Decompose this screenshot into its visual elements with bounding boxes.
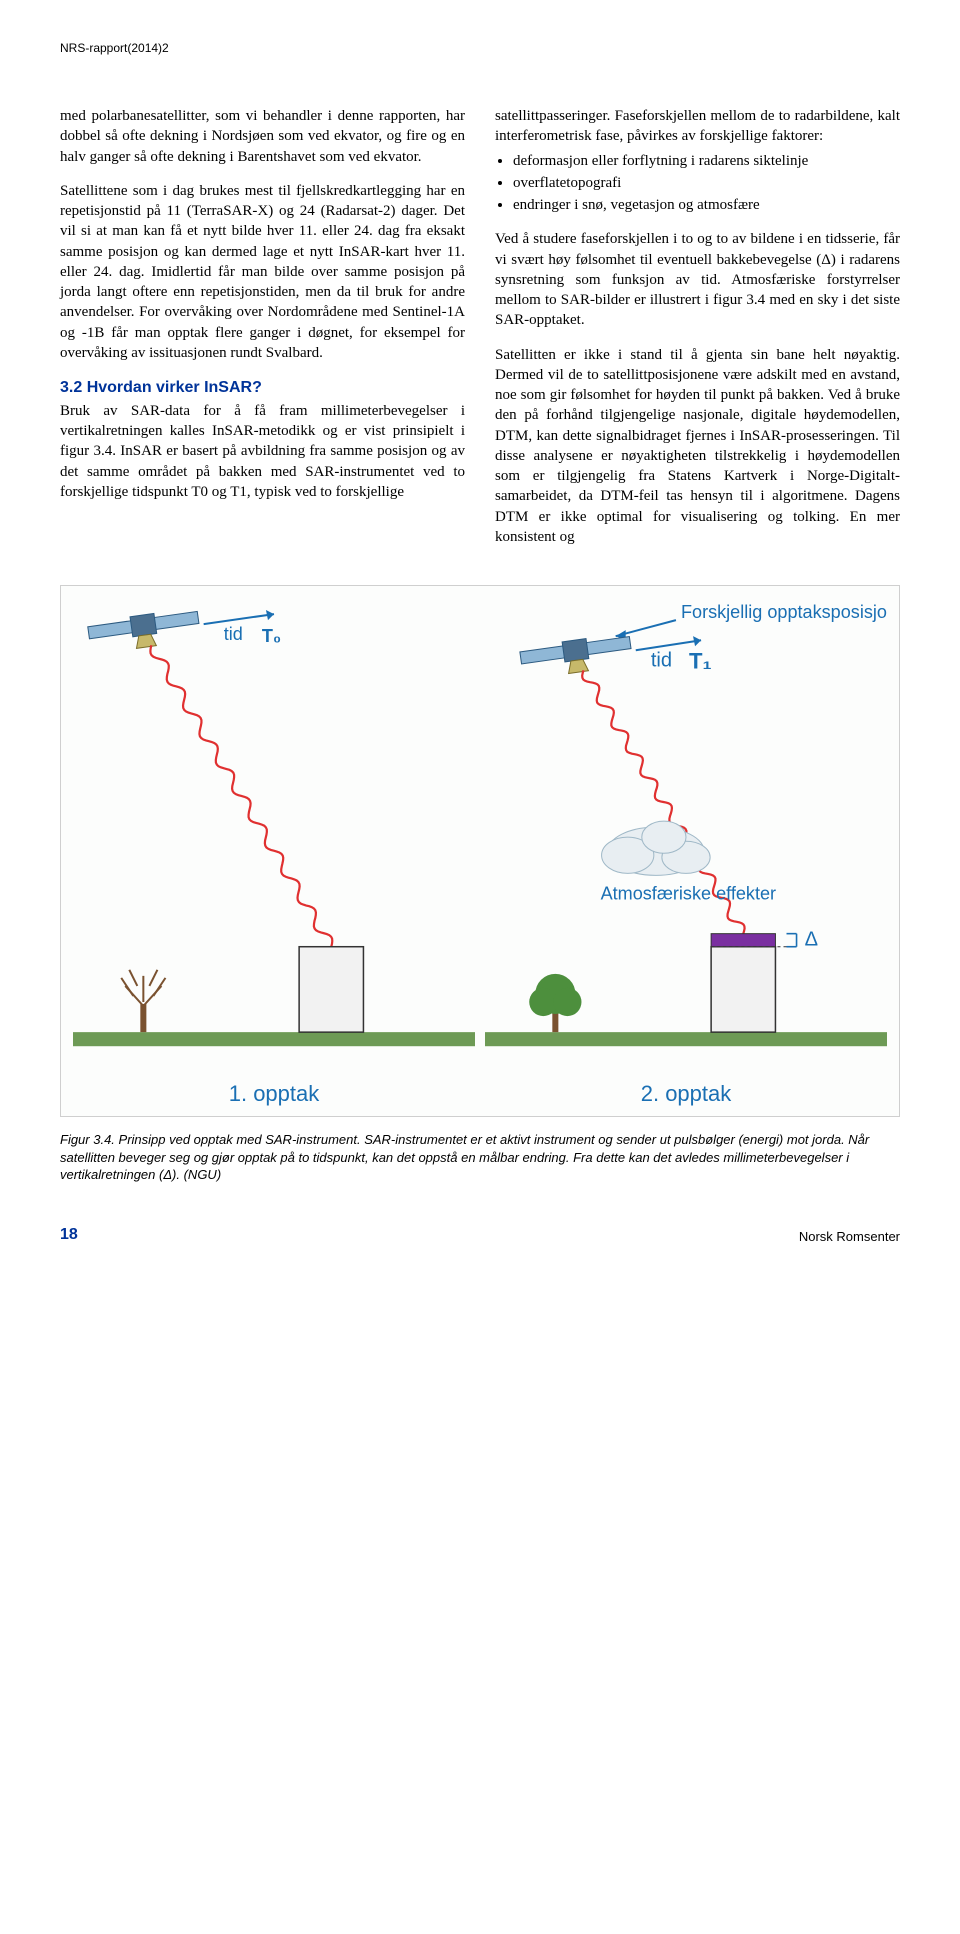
figure-panel-2: Forskjellig opptaksposisjon tid	[485, 600, 887, 1108]
report-header: NRS-rapport(2014)2	[60, 40, 900, 56]
figure-caption: Figur 3.4. Prinsipp ved opptak med SAR-i…	[60, 1131, 900, 1184]
list-item: overflatetopografi	[513, 173, 900, 193]
annot-atmos: Atmosfæriske effekter	[601, 884, 777, 904]
left-p2: Satellittene som i dag brukes mest til f…	[60, 181, 465, 363]
annot-forskjellig: Forskjellig opptaksposisjon	[681, 602, 887, 622]
panel1-label: 1. opptak	[73, 1079, 475, 1109]
left-column: med polarbanesatellitter, som vi behandl…	[60, 106, 465, 561]
annot-t0: T₀	[262, 626, 281, 646]
figure-panel-1: tid T₀	[73, 600, 475, 1108]
annot-tid2: tid	[651, 650, 672, 672]
page-number: 18	[60, 1224, 78, 1246]
annot-delta: Δ	[805, 929, 818, 951]
figure-3-4: tid T₀	[60, 585, 900, 1117]
page-footer: 18 Norsk Romsenter	[60, 1224, 900, 1246]
list-item: endringer i snø, vegetasjon og atmosfære	[513, 195, 900, 215]
annot-t1: T₁	[689, 649, 712, 674]
list-item: deformasjon eller forflytning i radarens…	[513, 151, 900, 171]
panel2-label: 2. opptak	[485, 1079, 887, 1109]
factor-list: deformasjon eller forflytning i radarens…	[495, 151, 900, 216]
left-p3: Bruk av SAR-data for å få fram millimete…	[60, 401, 465, 502]
body-columns: med polarbanesatellitter, som vi behandl…	[60, 106, 900, 561]
right-p1: satellittpasseringer. Faseforskjellen me…	[495, 106, 900, 147]
panel1-svg: tid T₀	[73, 600, 475, 1072]
right-p3: Satellitten er ikke i stand til å gjenta…	[495, 345, 900, 548]
publisher: Norsk Romsenter	[799, 1228, 900, 1246]
left-p1: med polarbanesatellitter, som vi behandl…	[60, 106, 465, 167]
section-heading-3-2: 3.2 Hvordan virker InSAR?	[60, 377, 465, 399]
panel2-svg: Forskjellig opptaksposisjon tid	[485, 600, 887, 1072]
right-column: satellittpasseringer. Faseforskjellen me…	[495, 106, 900, 561]
right-p2: Ved å studere faseforskjellen i to og to…	[495, 229, 900, 330]
annot-tid: tid	[224, 624, 243, 644]
